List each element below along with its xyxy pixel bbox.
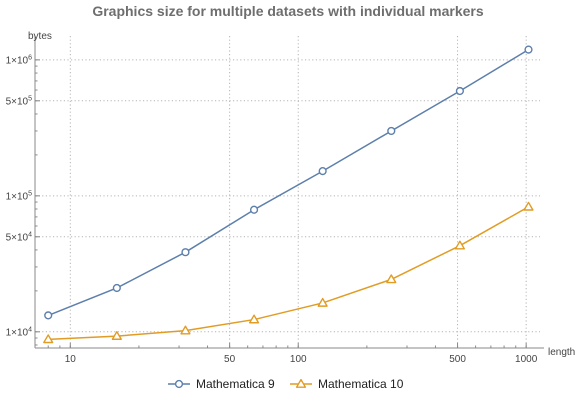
y-tick-label: 5×104 [6,231,33,243]
data-point [387,126,396,136]
y-axis-label: bytes [28,31,52,42]
chart-title: Graphics size for multiple datasets with… [92,3,484,19]
data-point [454,240,465,250]
data-point [523,201,534,211]
x-axis-label: length [548,347,575,358]
series-line [47,48,529,317]
data-point [386,274,397,284]
legend-label: Mathematica 10 [318,377,404,391]
data-point [524,45,533,54]
series-2 [43,201,534,344]
legend-marker [295,378,307,388]
data-point [248,314,260,324]
y-tick-label: 5×105 [6,95,33,107]
x-tick-label: 10 [65,354,77,365]
x-tick-label: 1000 [515,354,538,365]
data-point [318,167,327,176]
x-tick-label: 50 [224,354,236,365]
data-point [43,334,54,344]
data-point [455,86,464,96]
legend-label: Mathematica 9 [196,377,275,391]
y-tick-label: 1×104 [6,326,33,338]
x-tick-label: 500 [449,354,466,365]
axes [34,36,544,349]
grid [35,36,540,348]
series-line [48,206,529,341]
series [43,45,534,344]
data-point [111,330,122,340]
data-point [44,311,53,320]
series-1 [44,45,533,320]
data-point [112,283,121,293]
x-tick-label: 100 [290,354,307,365]
data-point [317,297,328,307]
legend: Mathematica 9 Mathematica 10 [168,377,404,391]
legend-marker [174,379,184,389]
y-tick-label: 1×106 [6,54,33,66]
legend-item: Mathematica 10 [290,377,404,391]
data-point [180,325,191,335]
legend-item: Mathematica 9 [168,377,275,391]
ticks: 10 50 100 500 1000 1×104 5×104 1×105 5×105 1×106 [6,54,538,365]
data-point [249,205,259,214]
data-point [181,248,190,257]
y-tick-label: 1×105 [6,190,33,202]
